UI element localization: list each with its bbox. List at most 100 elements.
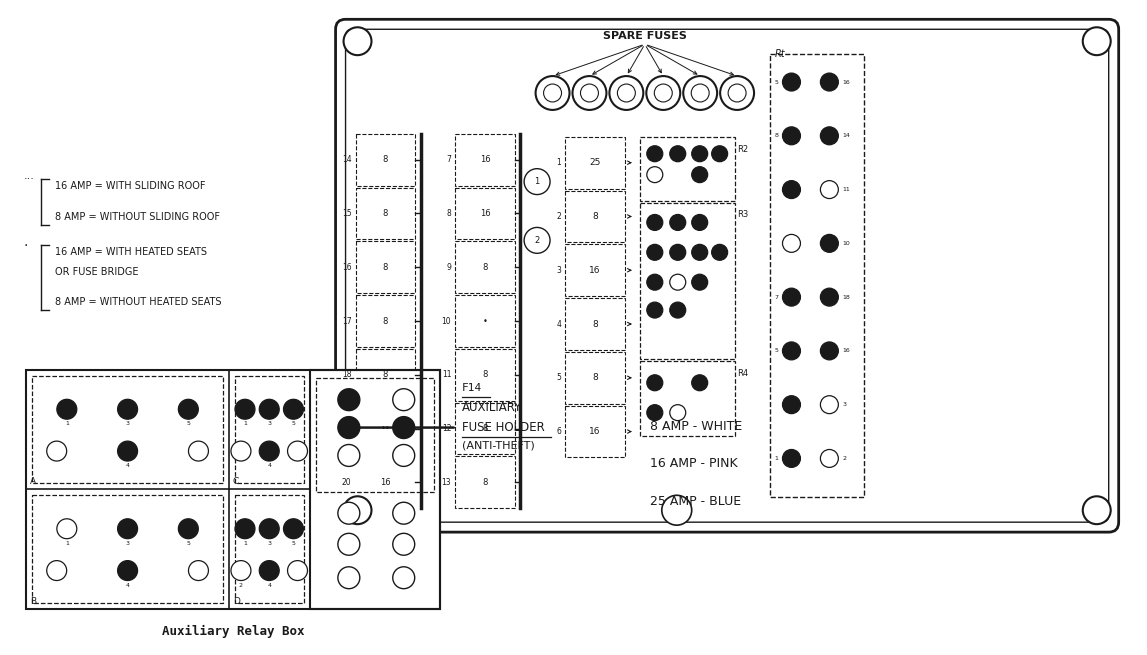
Text: 8: 8 — [383, 263, 388, 272]
Circle shape — [782, 396, 801, 414]
Bar — [565, 137, 625, 189]
Circle shape — [647, 244, 663, 260]
Circle shape — [179, 400, 198, 419]
Text: 13: 13 — [442, 478, 451, 487]
Text: 1: 1 — [774, 456, 779, 461]
Text: 16: 16 — [342, 263, 351, 272]
Text: 8: 8 — [592, 320, 598, 329]
Bar — [455, 187, 515, 239]
Circle shape — [609, 76, 643, 110]
Circle shape — [338, 502, 360, 524]
Text: 5: 5 — [556, 373, 561, 383]
Circle shape — [662, 495, 692, 525]
Circle shape — [692, 214, 708, 231]
Circle shape — [647, 274, 663, 290]
Text: .: . — [23, 235, 28, 250]
Circle shape — [670, 244, 686, 260]
Text: 17: 17 — [342, 316, 351, 326]
Circle shape — [118, 561, 138, 580]
Bar — [26, 370, 440, 608]
Circle shape — [188, 561, 209, 580]
Text: 8 AMP = WITHOUT SLIDING ROOF: 8 AMP = WITHOUT SLIDING ROOF — [55, 212, 220, 223]
Text: 3: 3 — [267, 540, 271, 546]
Text: 8: 8 — [774, 134, 779, 138]
Circle shape — [118, 519, 138, 538]
Text: 1: 1 — [535, 177, 540, 186]
Circle shape — [670, 214, 686, 231]
Text: 3: 3 — [267, 421, 271, 426]
Bar — [565, 298, 625, 350]
Text: 16: 16 — [590, 427, 601, 436]
Text: 25: 25 — [590, 159, 601, 167]
Circle shape — [670, 302, 686, 318]
Circle shape — [692, 244, 708, 260]
Text: C: C — [233, 477, 239, 486]
Circle shape — [392, 388, 415, 411]
Circle shape — [1083, 28, 1110, 55]
Text: R3: R3 — [738, 210, 749, 219]
Text: Auxiliary Relay Box: Auxiliary Relay Box — [162, 625, 305, 638]
Circle shape — [820, 181, 838, 198]
Circle shape — [647, 146, 663, 162]
Bar — [565, 352, 625, 403]
Text: 10: 10 — [442, 316, 451, 326]
Text: 5: 5 — [291, 421, 296, 426]
Text: 16: 16 — [590, 266, 601, 274]
Bar — [356, 241, 415, 293]
Circle shape — [782, 449, 801, 468]
Bar — [32, 376, 223, 483]
Circle shape — [728, 84, 746, 102]
Text: Rt: Rt — [774, 49, 786, 59]
Text: 8: 8 — [383, 209, 388, 218]
Circle shape — [692, 166, 708, 183]
Text: 11: 11 — [842, 187, 850, 192]
Bar — [310, 370, 440, 608]
Circle shape — [524, 227, 551, 253]
Text: 3: 3 — [556, 266, 561, 274]
Circle shape — [692, 375, 708, 391]
Text: 3: 3 — [125, 421, 130, 426]
Circle shape — [57, 400, 77, 419]
Circle shape — [338, 533, 360, 555]
Circle shape — [782, 288, 801, 306]
Bar — [565, 191, 625, 242]
Bar — [356, 457, 415, 508]
Circle shape — [524, 169, 551, 195]
Text: 4: 4 — [556, 320, 561, 329]
Text: 8: 8 — [383, 155, 388, 164]
Text: 8: 8 — [483, 424, 487, 433]
Circle shape — [820, 342, 838, 360]
Circle shape — [392, 445, 415, 466]
Text: A: A — [30, 477, 37, 486]
Circle shape — [580, 84, 599, 102]
Circle shape — [654, 84, 672, 102]
Circle shape — [392, 567, 415, 589]
Text: 1: 1 — [243, 540, 247, 546]
Circle shape — [231, 441, 251, 461]
Circle shape — [344, 28, 372, 55]
Text: D: D — [233, 597, 240, 606]
Circle shape — [259, 561, 279, 580]
Bar — [455, 349, 515, 401]
Circle shape — [392, 533, 415, 555]
Circle shape — [536, 76, 570, 110]
Text: 5: 5 — [187, 540, 190, 546]
Text: 8: 8 — [483, 370, 487, 379]
Text: 8: 8 — [446, 209, 451, 218]
Text: 8: 8 — [592, 373, 598, 383]
Circle shape — [670, 146, 686, 162]
Circle shape — [670, 405, 686, 421]
Bar — [565, 244, 625, 296]
Bar — [315, 378, 435, 493]
Circle shape — [118, 441, 138, 461]
Circle shape — [692, 84, 709, 102]
Circle shape — [288, 441, 307, 461]
Bar — [356, 187, 415, 239]
Text: 5: 5 — [291, 540, 296, 546]
Circle shape — [820, 127, 838, 145]
Circle shape — [684, 76, 717, 110]
Circle shape — [820, 73, 838, 91]
Circle shape — [782, 181, 801, 198]
Circle shape — [670, 274, 686, 290]
Text: 16: 16 — [842, 348, 850, 354]
